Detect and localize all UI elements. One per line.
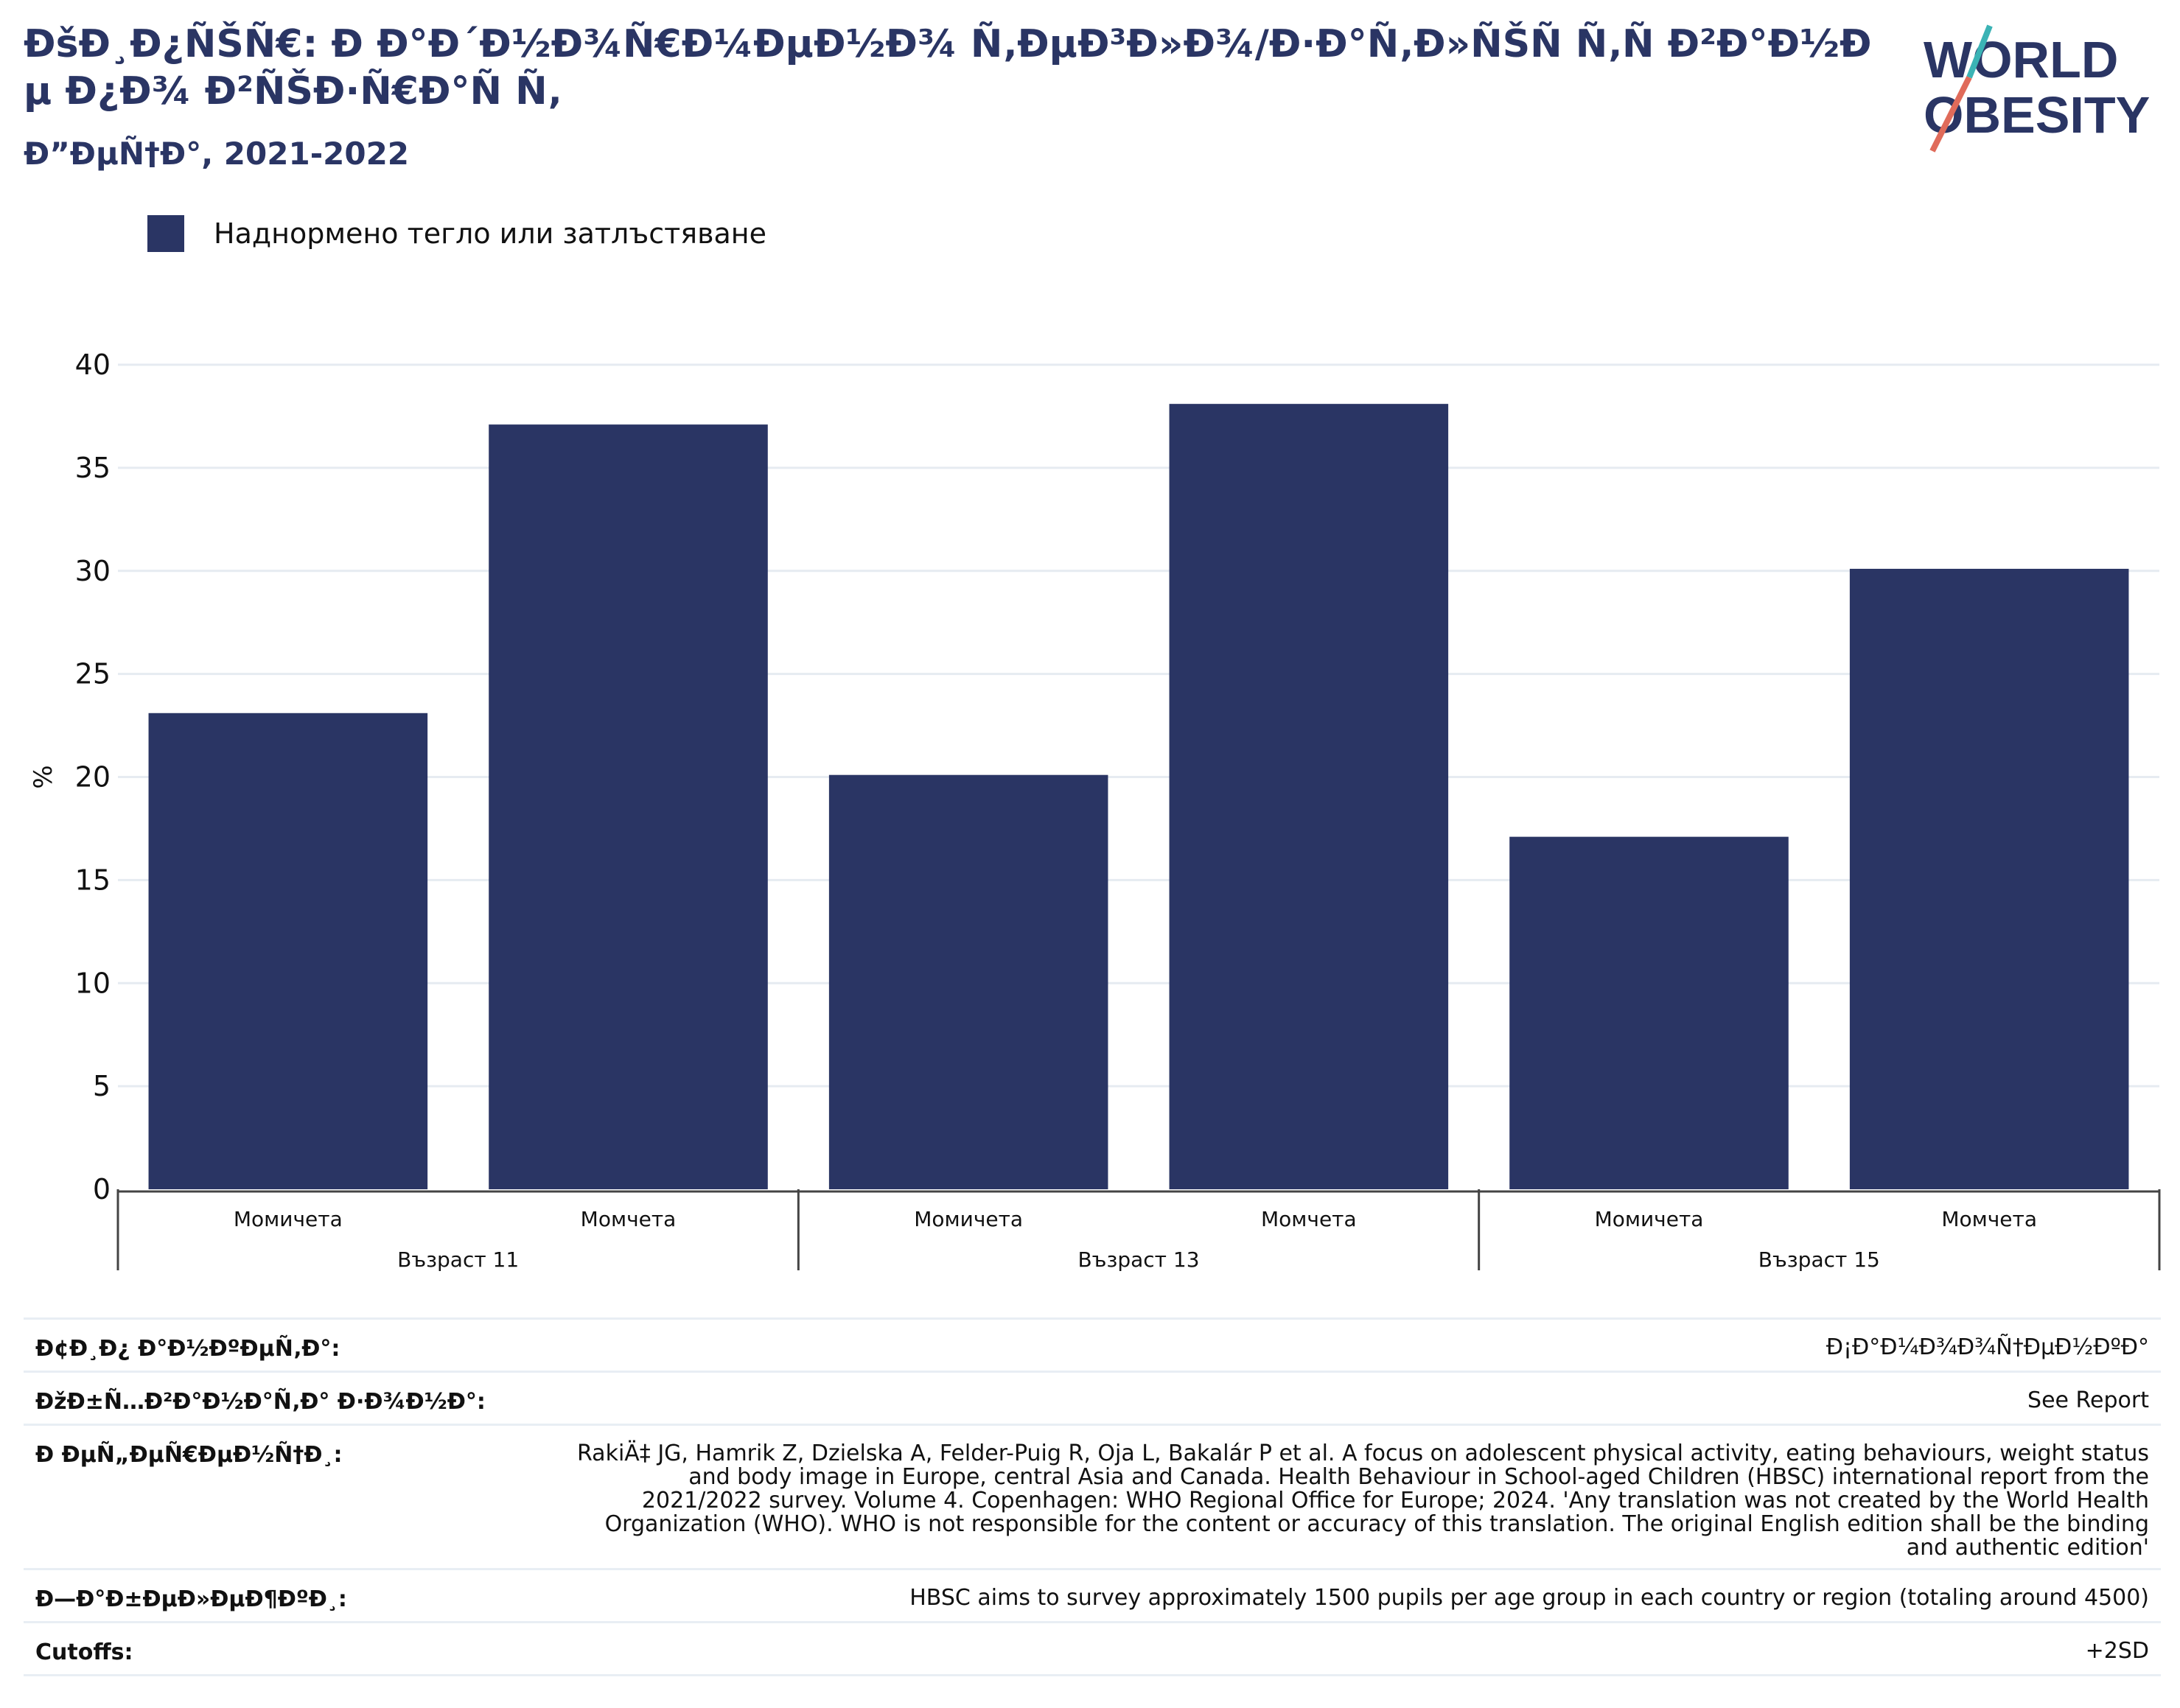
bar (1509, 836, 1789, 1189)
y-tick-label: 30 (75, 555, 111, 587)
y-tick-label: 15 (75, 864, 111, 896)
meta-value: RakiÄ‡ JG, Hamrik Z, Dzielska A, Felder-… (577, 1441, 2149, 1561)
meta-value: Ð¡Ð°Ð¼Ð¾Ð¾Ñ†ÐµÐ½ÐºÐ° (1826, 1334, 2149, 1360)
meta-label: Ð ÐµÑ„ÐµÑ€ÐµÐ½Ñ†Ð¸: (35, 1442, 343, 1468)
bar (1169, 404, 1449, 1189)
x-tick-label: Момчета (1941, 1207, 2037, 1231)
logo-slash-top (1966, 24, 1993, 79)
y-tick-label: 40 (75, 349, 111, 381)
group-label: Възраст 13 (1077, 1247, 1199, 1272)
bar-chart: 0 5 10 15 20 25 30 35 40% Момичета Момчета Момичета… (29, 349, 2161, 1272)
group-label: Възраст 15 (1758, 1247, 1880, 1272)
legend-swatch (147, 215, 184, 252)
logo-slash-bottom (1929, 76, 1972, 153)
meta-row-references: Ð ÐµÑ„ÐµÑ€ÐµÐ½Ñ†Ð¸: RakiÄ‡ JG, Hamrik Z,… (24, 1426, 2161, 1570)
y-tick-label: 20 (75, 761, 111, 794)
y-tick-label: 10 (75, 967, 111, 999)
meta-row-cutoffs: Cutoffs: +2SD (24, 1623, 2161, 1676)
metadata-table: Ð¢Ð¸Ð¿ Ð°Ð½ÐºÐµÑ‚Ð°: Ð¡Ð°Ð¼Ð¾Ð¾Ñ†ÐµÐ½ÐºÐ… (24, 1317, 2161, 1676)
meta-row-survey-type: Ð¢Ð¸Ð¿ Ð°Ð½ÐºÐµÑ‚Ð°: Ð¡Ð°Ð¼Ð¾Ð¾Ñ†ÐµÐ½ÐºÐ… (24, 1320, 2161, 1373)
y-tick-label: 25 (75, 658, 111, 690)
x-tick-label: Момичета (1595, 1207, 1704, 1231)
meta-row-coverage: ÐžÐ±Ñ…Ð²Ð°Ð½Ð°Ñ‚Ð° Ð·Ð¾Ð½Ð°: See Report (24, 1373, 2161, 1426)
meta-label: ÐžÐ±Ñ…Ð²Ð°Ð½Ð°Ñ‚Ð° Ð·Ð¾Ð½Ð°: (35, 1389, 486, 1415)
meta-value: HBSC aims to survey approximately 1500 p… (909, 1585, 2149, 1611)
meta-label: Cutoffs: (35, 1639, 133, 1665)
logo-text-world: WORLD (1924, 31, 2118, 88)
x-tick-label: Момчета (581, 1207, 677, 1231)
y-axis-label: % (29, 765, 58, 788)
bar (489, 424, 768, 1190)
x-tick-label: Момичета (914, 1207, 1023, 1231)
meta-value: +2SD (2085, 1638, 2149, 1664)
meta-row-notes: Ð—Ð°Ð±ÐµÐ»ÐµÐ¶ÐºÐ¸: HBSC aims to survey … (24, 1570, 2161, 1623)
bar (828, 774, 1108, 1189)
bar (1849, 568, 2129, 1189)
chart-legend: Наднормено тегло или затлъстяване (147, 215, 766, 252)
y-tick-label: 0 (93, 1173, 111, 1205)
legend-label: Наднормено тегло или затлъстяване (214, 217, 766, 250)
meta-value: See Report (2027, 1387, 2149, 1413)
x-tick-label: Момичета (234, 1207, 343, 1231)
x-tick-label: Момчета (1261, 1207, 1357, 1231)
group-label: Възраст 11 (397, 1247, 519, 1272)
meta-label: Ð¢Ð¸Ð¿ Ð°Ð½ÐºÐµÑ‚Ð°: (35, 1336, 340, 1362)
page-subtitle: Ð”ÐµÑ†Ð°, 2021-2022 (24, 136, 410, 172)
page-title: ÐšÐ¸Ð¿ÑŠÑ€: Ð Ð°Ð´Ð½Ð¾Ñ€Ð¼ÐµÐ½Ð¾ Ñ‚ÐµÐ³Ð… (24, 22, 1872, 113)
world-obesity-logo: WORLD OBESITY (1924, 24, 2150, 153)
meta-label: Ð—Ð°Ð±ÐµÐ»ÐµÐ¶ÐºÐ¸: (35, 1586, 347, 1612)
y-tick-label: 5 (93, 1070, 111, 1102)
y-tick-label: 35 (75, 452, 111, 484)
bar (148, 713, 428, 1189)
